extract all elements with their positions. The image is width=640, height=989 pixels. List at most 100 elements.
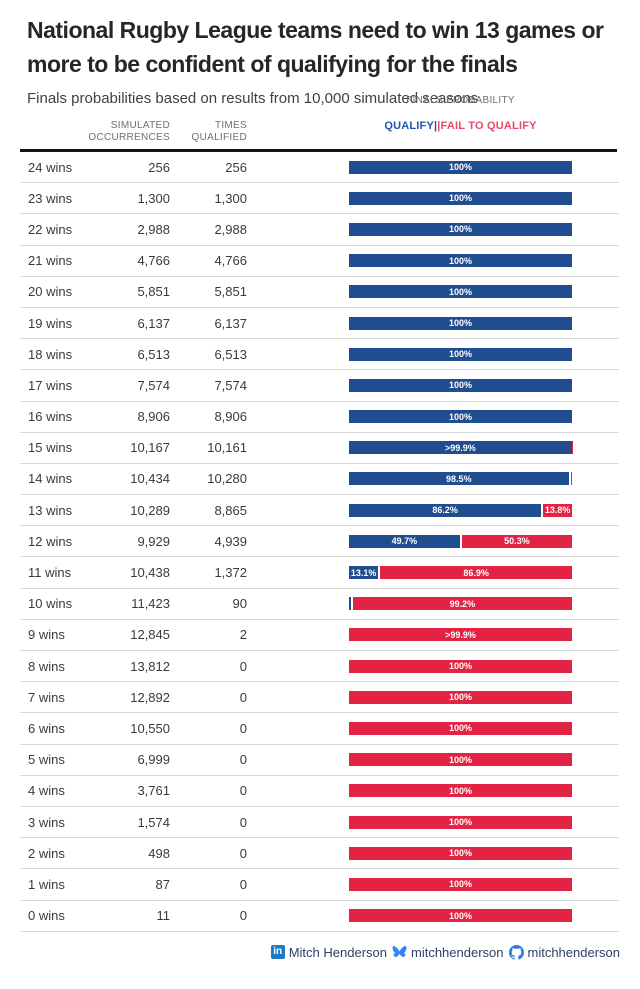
legend-qualify: QUALIFY| (384, 120, 437, 132)
row-times-qualified: 0 (170, 783, 247, 798)
bar-qualify-segment: 100% (349, 254, 572, 267)
bar-fail-segment: 100% (349, 909, 572, 922)
row-times-qualified: 256 (170, 160, 247, 175)
row-wins-label: 4 wins (28, 783, 108, 798)
row-times-qualified: 5,851 (170, 284, 247, 299)
table-row: 9 wins 12,845 2 >99.9% (20, 620, 619, 651)
table-row: 8 wins 13,812 0 100% (20, 651, 619, 682)
bar-qualify-segment: 100% (349, 192, 572, 205)
row-wins-label: 5 wins (28, 752, 108, 767)
probability-bar: 100% (349, 878, 572, 891)
bar-fail-segment: 100% (349, 660, 572, 673)
probability-bar: 49.7% 50.3% (349, 535, 572, 548)
row-times-qualified: 1,300 (170, 191, 247, 206)
bar-fail-segment: 100% (349, 691, 572, 704)
row-wins-label: 9 wins (28, 627, 108, 642)
probability-bar: 100% (349, 660, 572, 673)
table-row: 0 wins 11 0 100% (20, 901, 619, 932)
row-times-qualified: 0 (170, 659, 247, 674)
table-row: 22 wins 2,988 2,988 100% (20, 214, 619, 245)
github-link[interactable]: mitchhenderson (509, 945, 621, 960)
row-times-qualified: 0 (170, 752, 247, 767)
row-wins-label: 18 wins (28, 347, 108, 362)
legend-fail: |FAIL TO QUALIFY (437, 120, 536, 132)
row-simulated-occurrences: 3,761 (108, 783, 170, 798)
row-wins-label: 22 wins (28, 222, 108, 237)
bar-qualify-segment: >99.9% (349, 441, 572, 454)
row-wins-label: 11 wins (28, 565, 108, 580)
row-simulated-occurrences: 7,574 (108, 378, 170, 393)
bluesky-butterfly-icon (392, 945, 407, 960)
row-times-qualified: 10,280 (170, 471, 247, 486)
table-row: 15 wins 10,167 10,161 >99.9% (20, 433, 619, 464)
probability-bar: 100% (349, 161, 572, 174)
bluesky-link[interactable]: mitchhenderson (392, 945, 504, 960)
bar-qualify-segment: 100% (349, 410, 572, 423)
row-simulated-occurrences: 256 (108, 160, 170, 175)
row-wins-label: 19 wins (28, 316, 108, 331)
probability-bar: 100% (349, 847, 572, 860)
table-body: 24 wins 256 256 100% 23 wins 1,300 1,300… (0, 152, 640, 932)
probability-bar: >99.9% (349, 628, 572, 641)
row-times-qualified: 2,988 (170, 222, 247, 237)
column-header-simulated-occurrences: SIMULATED OCCURRENCES (88, 120, 170, 144)
row-simulated-occurrences: 12,892 (108, 690, 170, 705)
probability-bar: 100% (349, 223, 572, 236)
probability-bar: 98.5% (349, 472, 572, 485)
bar-fail-segment (569, 472, 572, 485)
row-times-qualified: 2 (170, 627, 247, 642)
row-times-qualified: 0 (170, 877, 247, 892)
probability-bar: 100% (349, 691, 572, 704)
row-simulated-occurrences: 5,851 (108, 284, 170, 299)
probability-bar: >99.9% (349, 441, 572, 454)
row-times-qualified: 4,766 (170, 253, 247, 268)
row-times-qualified: 10,161 (170, 440, 247, 455)
table-row: 24 wins 256 256 100% (20, 152, 619, 183)
row-wins-label: 7 wins (28, 690, 108, 705)
github-handle: mitchhenderson (528, 945, 621, 960)
bar-fail-segment: 100% (349, 784, 572, 797)
probability-bar: 100% (349, 753, 572, 766)
bar-qualify-segment: 49.7% (349, 535, 460, 548)
bar-qualify-segment: 100% (349, 223, 572, 236)
row-wins-label: 21 wins (28, 253, 108, 268)
probability-bar: 100% (349, 317, 572, 330)
bar-qualify-segment: 98.5% (349, 472, 569, 485)
row-simulated-occurrences: 8,906 (108, 409, 170, 424)
row-simulated-occurrences: 498 (108, 846, 170, 861)
linkedin-handle: Mitch Henderson (289, 945, 387, 960)
bar-fail-segment: 100% (349, 753, 572, 766)
probability-bar: 100% (349, 379, 572, 392)
column-header-times-qualified: TIMES QUALIFIED (192, 120, 248, 144)
row-simulated-occurrences: 10,550 (108, 721, 170, 736)
row-wins-label: 16 wins (28, 409, 108, 424)
probability-bar: 100% (349, 254, 572, 267)
row-simulated-occurrences: 6,513 (108, 347, 170, 362)
row-times-qualified: 6,513 (170, 347, 247, 362)
row-simulated-occurrences: 10,167 (108, 440, 170, 455)
row-wins-label: 12 wins (28, 534, 108, 549)
bar-fail-segment: >99.9% (349, 628, 572, 641)
probability-bar: 86.2% 13.8% (349, 504, 572, 517)
bar-qualify-segment: 86.2% (349, 504, 541, 517)
probability-bar: 100% (349, 816, 572, 829)
row-times-qualified: 4,939 (170, 534, 247, 549)
row-simulated-occurrences: 1,300 (108, 191, 170, 206)
row-simulated-occurrences: 9,929 (108, 534, 170, 549)
row-wins-label: 10 wins (28, 596, 108, 611)
linkedin-link[interactable]: in Mitch Henderson (271, 945, 387, 960)
row-times-qualified: 0 (170, 721, 247, 736)
row-times-qualified: 0 (170, 690, 247, 705)
table-row: 4 wins 3,761 0 100% (20, 776, 619, 807)
table-row: 2 wins 498 0 100% (20, 838, 619, 869)
row-times-qualified: 0 (170, 908, 247, 923)
finals-probability-label: FINALS PROBABILITY (349, 95, 572, 107)
bar-qualify-segment: 100% (349, 161, 572, 174)
probability-bar: 99.2% (349, 597, 572, 610)
bar-fail-segment: 100% (349, 878, 572, 891)
row-times-qualified: 0 (170, 815, 247, 830)
bar-fail-segment: 100% (349, 816, 572, 829)
probability-bar: 100% (349, 348, 572, 361)
footer: in Mitch Henderson mitchhenderson mitchh… (20, 945, 620, 960)
row-simulated-occurrences: 10,438 (108, 565, 170, 580)
